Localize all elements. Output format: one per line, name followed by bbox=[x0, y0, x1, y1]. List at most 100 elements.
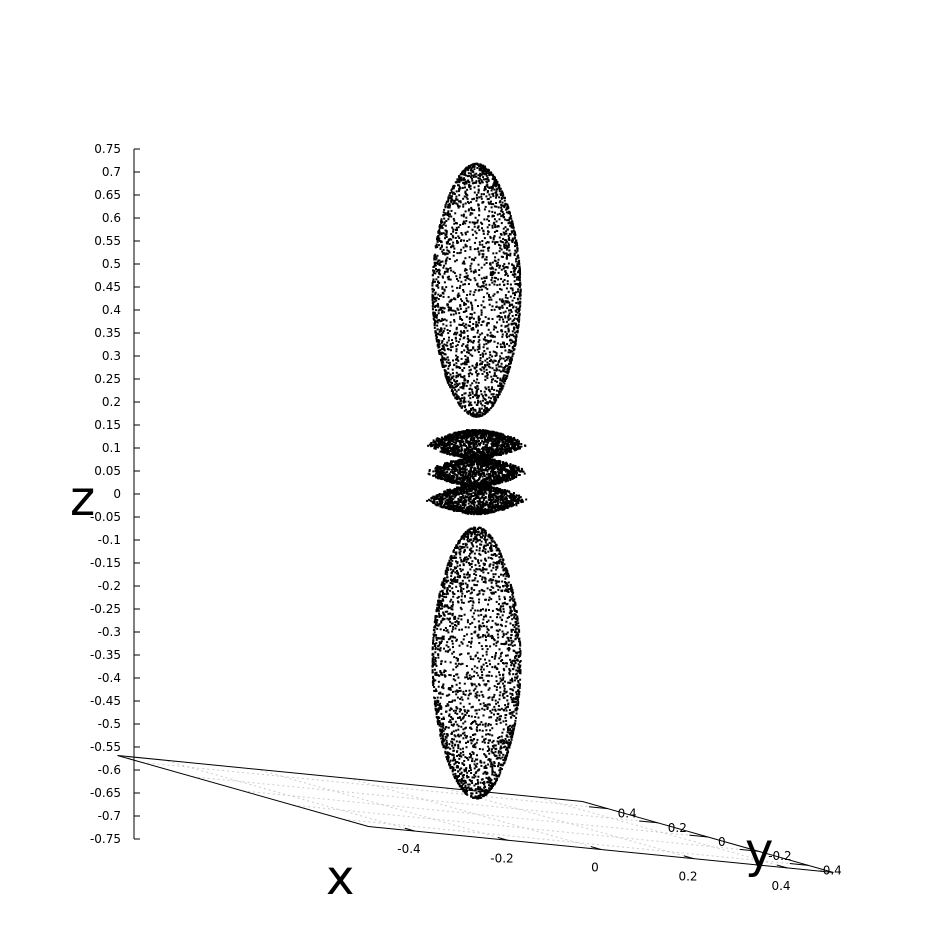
data-point bbox=[435, 331, 437, 334]
data-point bbox=[432, 266, 435, 268]
data-point bbox=[445, 743, 448, 746]
data-point bbox=[510, 230, 513, 233]
data-point bbox=[504, 714, 507, 716]
data-point bbox=[466, 644, 469, 647]
data-point bbox=[512, 226, 515, 229]
data-point bbox=[515, 617, 518, 620]
data-point bbox=[507, 246, 510, 249]
data-point bbox=[515, 334, 518, 336]
data-point bbox=[504, 270, 507, 272]
data-point bbox=[509, 216, 512, 219]
data-point bbox=[492, 783, 495, 786]
data-point bbox=[476, 568, 479, 571]
data-point bbox=[432, 303, 435, 306]
data-point bbox=[434, 673, 437, 676]
data-point bbox=[477, 562, 480, 565]
data-point bbox=[451, 234, 454, 237]
data-point bbox=[442, 746, 445, 749]
data-point bbox=[449, 620, 452, 623]
data-point bbox=[474, 529, 477, 532]
data-point bbox=[503, 263, 506, 266]
data-point bbox=[440, 319, 443, 322]
data-point bbox=[432, 314, 435, 317]
data-point bbox=[441, 584, 444, 587]
data-point bbox=[471, 313, 473, 316]
data-point bbox=[449, 635, 452, 638]
data-point bbox=[475, 765, 478, 768]
data-point bbox=[509, 712, 512, 714]
data-point bbox=[475, 237, 478, 240]
data-point bbox=[489, 535, 492, 538]
data-point bbox=[462, 382, 465, 385]
data-point bbox=[515, 693, 518, 696]
data-point bbox=[501, 301, 504, 304]
data-point bbox=[451, 557, 454, 559]
data-point bbox=[505, 709, 508, 712]
data-point bbox=[477, 796, 480, 799]
data-point bbox=[455, 780, 458, 783]
data-point bbox=[469, 172, 472, 175]
data-point bbox=[488, 210, 491, 213]
data-point bbox=[459, 772, 461, 775]
data-point bbox=[480, 313, 483, 316]
data-point bbox=[494, 579, 497, 582]
data-point bbox=[469, 264, 472, 267]
data-point bbox=[495, 779, 498, 782]
data-point bbox=[491, 215, 494, 218]
data-point bbox=[494, 573, 497, 576]
data-point bbox=[510, 342, 513, 345]
data-point bbox=[479, 636, 482, 639]
data-point bbox=[467, 776, 470, 778]
data-point bbox=[458, 628, 461, 631]
data-point bbox=[479, 527, 482, 529]
data-point bbox=[484, 534, 487, 537]
data-point bbox=[480, 690, 483, 693]
data-point bbox=[489, 353, 492, 356]
data-point bbox=[509, 583, 512, 586]
data-point bbox=[432, 675, 435, 678]
data-point bbox=[482, 320, 485, 323]
data-point bbox=[441, 348, 443, 350]
data-point bbox=[500, 215, 503, 218]
data-point bbox=[477, 329, 479, 332]
data-point bbox=[477, 528, 479, 530]
data-point bbox=[480, 393, 483, 396]
data-point bbox=[464, 168, 467, 171]
data-point bbox=[496, 321, 498, 324]
data-point bbox=[488, 733, 491, 736]
data-point bbox=[517, 684, 520, 687]
data-point bbox=[505, 642, 508, 645]
data-point bbox=[483, 350, 486, 352]
data-point bbox=[485, 645, 488, 647]
data-point bbox=[486, 538, 489, 541]
data-point bbox=[443, 647, 445, 650]
data-point bbox=[441, 735, 444, 738]
data-point bbox=[439, 349, 442, 352]
data-point bbox=[492, 222, 495, 225]
data-point bbox=[445, 605, 448, 608]
data-point bbox=[498, 648, 501, 651]
data-point bbox=[519, 644, 522, 647]
data-point bbox=[460, 595, 463, 598]
data-point bbox=[432, 684, 435, 687]
data-point bbox=[470, 174, 473, 177]
data-point bbox=[502, 214, 504, 217]
data-point bbox=[497, 549, 500, 551]
data-point bbox=[486, 674, 489, 677]
data-point bbox=[489, 545, 492, 548]
data-point bbox=[447, 296, 450, 299]
data-point bbox=[490, 539, 493, 542]
data-point bbox=[504, 378, 507, 381]
data-point bbox=[458, 323, 461, 326]
data-point bbox=[438, 282, 441, 284]
data-point bbox=[433, 689, 436, 692]
data-point bbox=[469, 764, 471, 767]
data-point bbox=[498, 283, 501, 286]
data-point bbox=[501, 742, 504, 745]
data-point bbox=[507, 205, 509, 208]
data-point bbox=[447, 339, 450, 342]
data-point bbox=[445, 590, 448, 593]
data-point bbox=[449, 747, 452, 750]
data-point bbox=[483, 785, 486, 788]
data-point bbox=[450, 209, 453, 212]
